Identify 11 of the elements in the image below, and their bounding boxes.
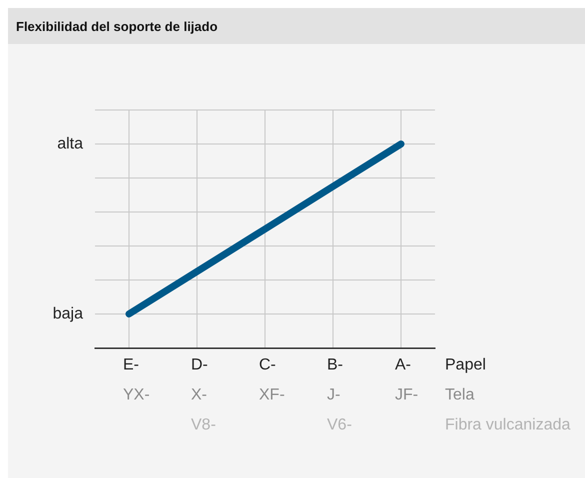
text: alta bbox=[57, 135, 84, 152]
text: Tela bbox=[445, 386, 474, 404]
text: Papel bbox=[445, 356, 486, 374]
x-tick-label: D- X- V8- bbox=[191, 356, 216, 434]
text: baja bbox=[52, 305, 84, 322]
x-tick-label: E- YX- bbox=[123, 356, 150, 404]
x-tick-label: A- JF- bbox=[395, 356, 418, 404]
text: Fibra vulcanizada bbox=[445, 416, 570, 434]
x-tick-label: C- XF- bbox=[259, 356, 285, 404]
x-tick-label: B- J- V6- bbox=[327, 356, 352, 434]
chart-title: Flexibilidad del soporte de lijado bbox=[8, 8, 585, 44]
